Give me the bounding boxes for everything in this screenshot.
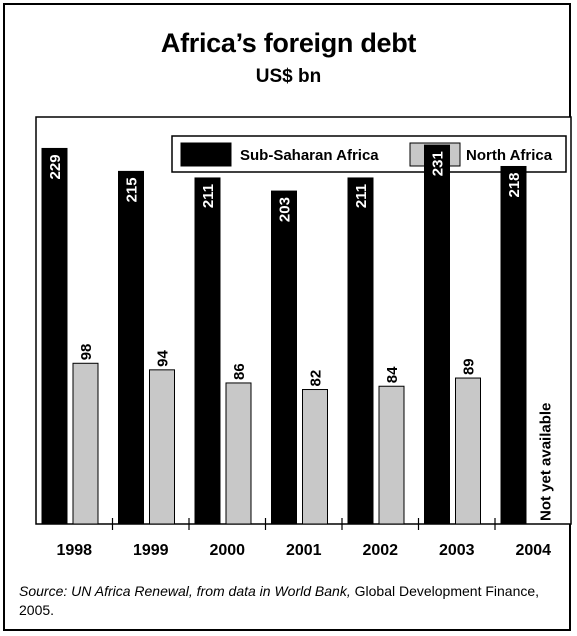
legend-label-sub-saharan-africa: Sub-Saharan Africa bbox=[240, 147, 379, 164]
bar-north-africa-1998 bbox=[72, 362, 99, 525]
source-roman: Global Development Finance, 2005. bbox=[19, 583, 540, 618]
legend-label-north-africa: North Africa bbox=[466, 147, 553, 164]
data-label-north-1999: 94 bbox=[155, 349, 172, 366]
source-italic: Source: UN Africa Renewal, from data in … bbox=[19, 583, 351, 599]
data-label-north-2003: 89 bbox=[461, 358, 478, 375]
bar-sub-saharan-africa-1998 bbox=[41, 147, 68, 525]
legend: Sub-Saharan Africa North Africa bbox=[171, 135, 567, 173]
source-note: Source: UN Africa Renewal, from data in … bbox=[19, 582, 559, 620]
data-label-sub-saharan-2000: 211 bbox=[200, 184, 217, 208]
bar-sub-saharan-africa-2003 bbox=[424, 144, 450, 525]
x-tick-label-1999: 1999 bbox=[133, 542, 169, 559]
bars: 229 98 215 94 211 86 203 82 211 84 231 89 218 Not yet… bbox=[41, 144, 555, 525]
data-label-sub-saharan-2004: 218 bbox=[506, 172, 523, 197]
x-tick-label-2000: 2000 bbox=[209, 542, 245, 559]
x-tick-label-2002: 2002 bbox=[362, 542, 398, 559]
annotation-not-available: Not yet available bbox=[538, 403, 555, 521]
bar-north-africa-2001 bbox=[302, 389, 328, 525]
data-label-sub-saharan-1998: 229 bbox=[47, 154, 64, 179]
data-label-north-2001: 82 bbox=[308, 370, 325, 387]
bar-north-africa-2002 bbox=[378, 385, 405, 525]
data-label-north-1998: 98 bbox=[78, 344, 95, 361]
bar-sub-saharan-africa-1999 bbox=[118, 170, 144, 525]
data-label-sub-saharan-2002: 211 bbox=[353, 184, 370, 208]
bar-north-africa-1999 bbox=[149, 369, 175, 525]
bar-north-africa-2003 bbox=[455, 377, 481, 525]
legend-box bbox=[171, 135, 567, 173]
bar-sub-saharan-africa-2000 bbox=[194, 177, 221, 525]
x-tick-label-2003: 2003 bbox=[439, 542, 475, 559]
x-tick-label-2001: 2001 bbox=[286, 542, 322, 559]
legend-swatch-sub-saharan-africa bbox=[180, 142, 232, 167]
chart-title: Africa’s foreign debt bbox=[160, 28, 417, 58]
data-label-north-2000: 86 bbox=[231, 363, 248, 380]
bar-sub-saharan-africa-2001 bbox=[271, 190, 297, 525]
bar-sub-saharan-africa-2002 bbox=[347, 177, 374, 525]
x-tick-label-2004: 2004 bbox=[515, 542, 551, 559]
data-label-sub-saharan-2003: 231 bbox=[430, 151, 447, 176]
bar-sub-saharan-africa-2004 bbox=[500, 165, 527, 525]
data-label-north-2002: 84 bbox=[384, 366, 401, 383]
chart-subtitle: US$ bn bbox=[255, 66, 322, 87]
data-label-sub-saharan-2001: 203 bbox=[277, 197, 294, 222]
x-tick-label-1998: 1998 bbox=[56, 542, 92, 559]
x-axis: 1998 1999 2000 2001 2002 2003 2004 bbox=[56, 518, 551, 559]
bar-north-africa-2000 bbox=[225, 382, 252, 525]
data-label-sub-saharan-1999: 215 bbox=[124, 177, 141, 202]
